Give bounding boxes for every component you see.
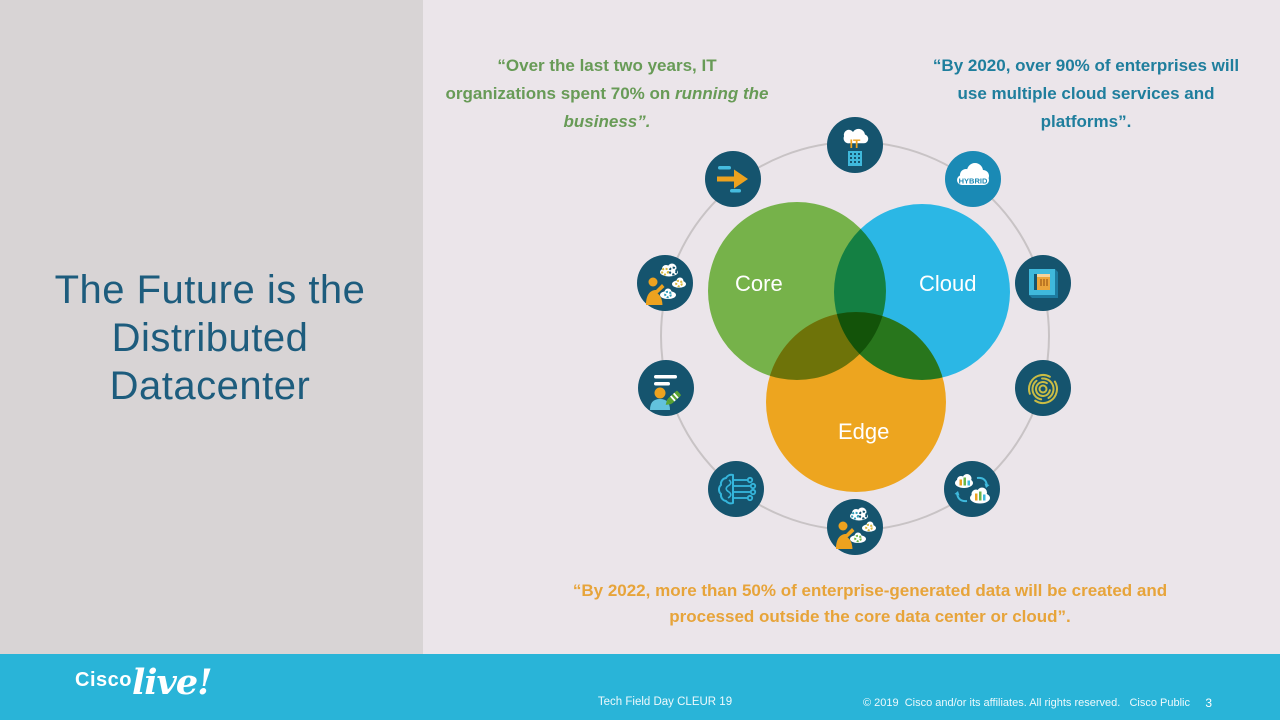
logo-script-text: live! — [131, 662, 213, 703]
quote-it-spend-italic: running the business”. — [563, 84, 769, 131]
person-notes-icon — [638, 360, 694, 416]
page-number: 3 — [1205, 696, 1212, 710]
quote-multicloud: “By 2020, over 90% of enterprises will u… — [932, 56, 1240, 131]
footer-event-name: Tech Field Day CLEUR 19 — [597, 696, 733, 708]
page-title: The Future is the Distributed Datacenter — [20, 266, 400, 410]
svg-text:IT: IT — [850, 137, 861, 151]
footer-bar: Ciscolive! Tech Field Day CLEUR 19 © 201… — [0, 654, 1280, 720]
brain-circuit-icon — [708, 461, 764, 517]
logo-brand-text: Cisco — [75, 669, 132, 691]
hybrid-cloud-icon: HYBRID — [945, 151, 1001, 207]
transfer-arrow-icon — [705, 151, 761, 207]
title-line-2: Distributed — [111, 316, 309, 360]
it-cloud-building-icon: IT — [827, 117, 883, 173]
person-clouds-icon — [827, 499, 883, 555]
title-line-3: Datacenter — [109, 364, 311, 408]
person-clouds-icon — [637, 255, 693, 311]
title-line-1: The Future is the — [54, 268, 366, 312]
title-panel — [0, 0, 423, 654]
quote-it-spend: “Over the last two years, IT organizatio… — [442, 52, 772, 136]
quote-edge-data: “By 2022, more than 50% of enterprise-ge… — [572, 581, 1168, 626]
chip-module-icon — [1015, 255, 1071, 311]
cisco-live-logo: Ciscolive! — [75, 662, 213, 703]
quote-it-spend-text: “Over the last two years, IT organizatio… — [445, 56, 717, 103]
cloud-data-sync-icon — [944, 461, 1000, 517]
footer-copyright: © 2019 Cisco and/or its affiliates. All … — [862, 697, 1190, 709]
svg-text:HYBRID: HYBRID — [959, 177, 988, 186]
fingerprint-icon — [1015, 360, 1071, 416]
